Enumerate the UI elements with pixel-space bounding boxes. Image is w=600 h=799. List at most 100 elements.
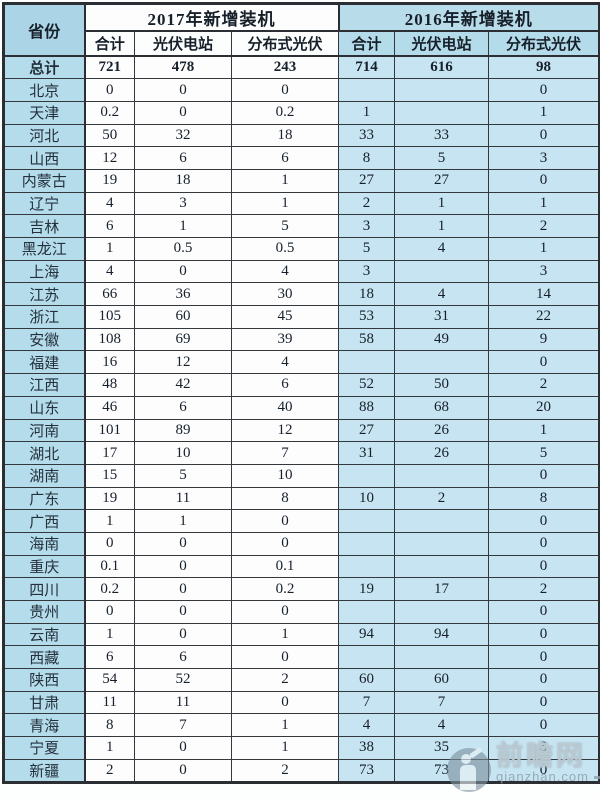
table-row: 总计 721 478 243 714 616 98 (3, 55, 600, 80)
value-cell-2017-total: 66 (84, 282, 135, 307)
value-cell-2017-station: 0 (134, 78, 232, 102)
province-cell: 四川 (3, 577, 86, 601)
value-cell-2017-station: 32 (134, 123, 232, 148)
table-row: 北京 0 0 0 0 (3, 78, 600, 102)
province-cell: 广西 (3, 509, 86, 533)
table-row: 江苏 66 36 30 18 4 14 (3, 282, 600, 307)
value-cell-2017-total: 105 (84, 305, 135, 329)
value-cell-2016-station (394, 100, 490, 125)
value-cell-2016-total (338, 463, 396, 488)
province-cell: 陕西 (3, 668, 86, 692)
value-cell-2017-station: 11 (134, 690, 232, 715)
value-cell-2016-distributed: 1 (488, 237, 600, 261)
value-cell-2016-total: 10 (338, 486, 396, 511)
table-row: 吉林 6 1 5 3 1 2 (3, 214, 600, 238)
value-cell-2016-total (338, 531, 396, 556)
value-cell-2016-total: 27 (338, 418, 396, 443)
sub-header-2017-distributed: 分布式光伏 (230, 30, 340, 57)
value-cell-2016-distributed: 3 (488, 146, 600, 170)
province-cell: 河北 (3, 123, 86, 148)
table-row: 黑龙江 1 0.5 0.5 5 4 1 (3, 237, 600, 261)
value-cell-2017-station: 0 (134, 577, 232, 601)
value-cell-2017-distributed: 1 (230, 713, 340, 738)
value-cell-2016-station (394, 259, 490, 284)
value-cell-2016-distributed: 98 (488, 55, 600, 80)
table-row: 浙江 105 60 45 53 31 22 (3, 305, 600, 329)
value-cell-2017-station: 10 (134, 441, 232, 465)
value-cell-2016-station: 26 (394, 441, 490, 465)
value-cell-2016-station: 94 (394, 622, 490, 647)
value-cell-2016-distributed: 5 (488, 441, 600, 465)
table-row: 湖北 17 10 7 31 26 5 (3, 441, 600, 465)
group-header-2017: 2017年新增装机 (83, 3, 340, 32)
value-cell-2016-total: 73 (338, 758, 396, 783)
value-cell-2017-total: 6 (84, 214, 135, 238)
value-cell-2016-station (394, 531, 490, 556)
value-cell-2016-station: 4 (394, 282, 490, 307)
table-row: 天津 0.2 0 0.2 1 1 (3, 100, 600, 125)
value-cell-2017-total: 0.1 (84, 554, 135, 579)
value-cell-2016-total: 1 (338, 100, 396, 125)
province-cell: 江苏 (3, 282, 86, 307)
value-cell-2016-distributed: 2 (488, 214, 600, 238)
province-cell: 安徽 (3, 327, 86, 352)
value-cell-2016-total: 88 (338, 395, 396, 420)
value-cell-2017-station: 478 (134, 55, 232, 80)
value-cell-2017-station: 1 (134, 509, 232, 533)
value-cell-2017-total: 19 (84, 168, 135, 193)
table-row: 福建 16 12 4 0 (3, 350, 600, 375)
value-cell-2016-distributed: 3 (488, 736, 600, 760)
value-cell-2017-distributed: 2 (230, 758, 340, 783)
value-cell-2017-station: 0 (134, 554, 232, 579)
value-cell-2017-distributed: 0 (230, 509, 340, 533)
province-cell: 云南 (3, 622, 86, 647)
value-cell-2017-total: 4 (84, 191, 135, 216)
pv-installation-table: 省份 2017年新增装机 2016年新增装机 合计 光伏电站 分布式光伏 合计 … (2, 2, 600, 784)
province-cell: 河南 (3, 418, 86, 443)
province-cell: 新疆 (3, 758, 86, 783)
value-cell-2016-total (338, 78, 396, 102)
value-cell-2016-total: 7 (338, 690, 396, 715)
value-cell-2017-distributed: 1 (230, 736, 340, 760)
value-cell-2016-distributed: 22 (488, 305, 600, 329)
value-cell-2017-total: 1 (84, 237, 135, 261)
value-cell-2016-station (394, 645, 490, 670)
value-cell-2017-distributed: 1 (230, 622, 340, 647)
province-cell: 宁夏 (3, 736, 86, 760)
value-cell-2016-distributed: 0 (488, 554, 600, 579)
province-cell: 浙江 (3, 305, 86, 329)
value-cell-2016-station: 26 (394, 418, 490, 443)
value-cell-2017-distributed: 0.5 (230, 237, 340, 261)
value-cell-2016-distributed: 1 (488, 100, 600, 125)
value-cell-2017-station: 42 (134, 373, 232, 397)
sub-header-2017-total: 合计 (84, 30, 135, 57)
table-row: 陕西 54 52 2 60 60 0 (3, 668, 600, 692)
value-cell-2017-distributed: 18 (230, 123, 340, 148)
value-cell-2017-station: 18 (134, 168, 232, 193)
value-cell-2017-total: 6 (84, 645, 135, 670)
province-cell: 青海 (3, 713, 86, 738)
province-cell: 黑龙江 (3, 237, 86, 261)
value-cell-2016-station: 616 (394, 55, 490, 80)
value-cell-2016-station: 4 (394, 713, 490, 738)
table-row: 云南 1 0 1 94 94 0 (3, 622, 600, 647)
sub-header-2017-station: 光伏电站 (134, 30, 232, 57)
value-cell-2017-total: 12 (84, 146, 135, 170)
table-row: 内蒙古 19 18 1 27 27 0 (3, 168, 600, 193)
value-cell-2016-total: 27 (338, 168, 396, 193)
value-cell-2016-station: 73 (394, 758, 490, 783)
value-cell-2017-distributed: 1 (230, 168, 340, 193)
value-cell-2017-distributed: 8 (230, 486, 340, 511)
value-cell-2017-total: 17 (84, 441, 135, 465)
province-cell: 辽宁 (3, 191, 86, 216)
value-cell-2016-distributed: 20 (488, 395, 600, 420)
table-row: 海南 0 0 0 0 (3, 531, 600, 556)
header-row-subcolumns: 合计 光伏电站 分布式光伏 合计 光伏电站 分布式光伏 (4, 30, 600, 57)
table-row: 辽宁 4 3 1 2 1 1 (3, 191, 600, 216)
value-cell-2017-distributed: 0.2 (230, 100, 340, 125)
value-cell-2017-distributed: 0 (230, 600, 340, 624)
value-cell-2016-total: 4 (338, 713, 396, 738)
value-cell-2017-station: 5 (134, 463, 232, 488)
province-cell: 湖南 (3, 463, 86, 488)
value-cell-2017-station: 1 (134, 214, 232, 238)
